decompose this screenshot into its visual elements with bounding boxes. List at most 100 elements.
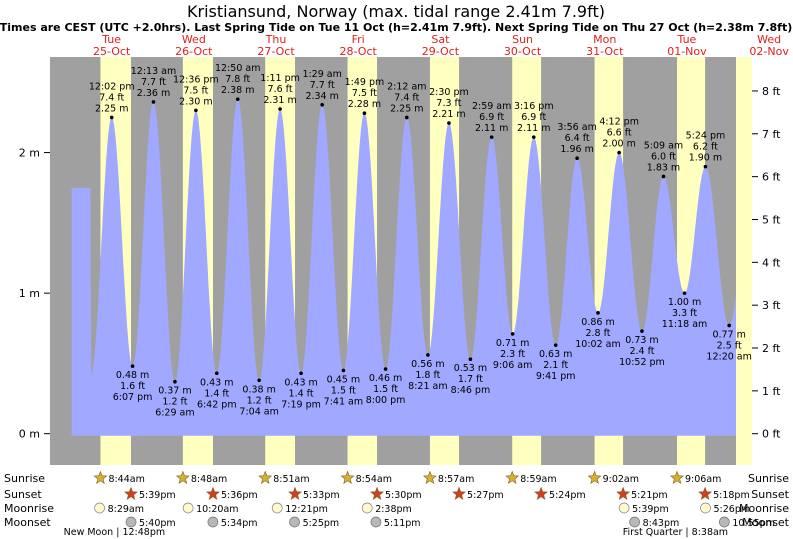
- row-label-left-moonrise: Moonrise: [4, 502, 54, 515]
- day-name: Sat: [431, 33, 450, 46]
- moonset-time: 5:25pm: [303, 518, 340, 529]
- sunrise-time: 9:02am: [603, 474, 639, 485]
- tide-area: [71, 99, 736, 436]
- high-tide-marker: [278, 107, 282, 111]
- low-tide-metres: 0.56 m: [411, 359, 444, 370]
- chart-subtitle: Times are CEST (UTC +2.0hrs). Last Sprin…: [0, 21, 792, 34]
- low-tide-marker: [257, 378, 261, 383]
- high-tide-feet: 6.0 ft: [651, 151, 676, 162]
- moonrise-icon: [618, 502, 630, 514]
- moonset-time: 5:11pm: [384, 518, 421, 529]
- moonrise-time: 10:20am: [196, 504, 238, 515]
- high-tide-feet: 7.5 ft: [352, 88, 377, 99]
- high-tide-marker: [194, 108, 198, 113]
- row-label-right-sunrise: Sunrise: [748, 472, 789, 485]
- sunset-time: 5:33pm: [303, 490, 340, 501]
- low-tide-metres: 0.45 m: [327, 374, 360, 385]
- high-tide-feet: 7.4 ft: [99, 92, 124, 103]
- low-tide-feet: 1.8 ft: [415, 370, 440, 381]
- low-tide-time: 9:41 pm: [536, 371, 576, 382]
- high-tide-time: 3:56 am: [557, 122, 596, 133]
- day-date: 02-Nov: [749, 45, 789, 58]
- row-label-right-moonrise: Moonrise: [739, 502, 789, 515]
- sunset-time: 5:27pm: [467, 490, 504, 501]
- right-axis-label: 4 ft: [762, 256, 781, 269]
- day-date: 30-Oct: [504, 45, 542, 58]
- sunrise-time: 8:54am: [356, 474, 392, 485]
- high-tide-time: 4:12 pm: [599, 117, 639, 128]
- right-axis-label: 5 ft: [762, 213, 781, 226]
- day-labels: Tue25-OctWed26-OctThu27-OctFri28-OctSat2…: [93, 33, 789, 58]
- moonrise-icon: [361, 502, 373, 514]
- sunset-time: 5:18pm: [713, 490, 750, 501]
- low-tide-time: 6:29 am: [155, 408, 194, 419]
- high-tide-metres: 1.96 m: [560, 144, 593, 155]
- low-tide-feet: 1.4 ft: [289, 388, 314, 399]
- row-label-right-sunset: Sunset: [751, 488, 789, 501]
- moonrise-time: 8:29am: [108, 504, 144, 515]
- low-tide-marker: [640, 329, 644, 333]
- high-tide-metres: 2.25 m: [390, 103, 423, 114]
- day-name: Tue: [101, 33, 121, 46]
- low-tide-feet: 3.3 ft: [672, 308, 697, 319]
- low-tide-time: 12:20 am: [706, 351, 751, 362]
- chart-title: Kristiansund, Norway (max. tidal range 2…: [187, 2, 605, 21]
- sunrise-icon: [258, 470, 273, 484]
- day-date: 01-Nov: [667, 45, 707, 58]
- low-tide-feet: 1.4 ft: [204, 388, 229, 399]
- moonset-time: 8:43pm: [643, 518, 680, 529]
- high-tide-time: 12:02 pm: [89, 81, 135, 92]
- high-tide-metres: 2.11 m: [475, 123, 508, 134]
- high-tide-metres: 2.31 m: [263, 95, 296, 106]
- low-tide-feet: 1.5 ft: [373, 384, 398, 395]
- left-axis-label: 1 m: [19, 287, 40, 300]
- high-tide-time: 12:50 am: [215, 63, 260, 74]
- moonrise-icon: [271, 502, 283, 514]
- low-tide-marker: [510, 332, 515, 336]
- moon-phase-label: New Moon | 12:48pm: [64, 527, 166, 538]
- moonrise-time: 2:38pm: [375, 504, 412, 515]
- right-axis-label: 1 ft: [762, 385, 781, 398]
- moonset-icon: [207, 516, 219, 528]
- sunrise-time: 8:59am: [520, 474, 556, 485]
- low-tide-marker: [553, 343, 558, 347]
- day-name: Fri: [352, 33, 365, 46]
- right-axis-label: 0 ft: [762, 428, 781, 441]
- high-tide-metres: 2.11 m: [517, 123, 550, 134]
- sunset-time: 5:21pm: [631, 490, 668, 501]
- low-tide-time: 8:00 pm: [366, 395, 406, 406]
- day-date: 25-Oct: [93, 45, 131, 58]
- high-tide-time: 3:16 pm: [514, 101, 554, 112]
- low-tide-marker: [468, 357, 473, 362]
- low-tide-feet: 1.2 ft: [162, 397, 187, 408]
- moonrise-icon: [182, 502, 194, 514]
- sunrise-time: 8:57am: [438, 474, 474, 485]
- low-tide-metres: 0.43 m: [284, 377, 317, 388]
- high-tide-metres: 2.38 m: [221, 85, 254, 96]
- low-tide-metres: 0.71 m: [496, 338, 529, 349]
- high-tide-time: 1:49 pm: [345, 77, 385, 88]
- moonrise-icon: [700, 502, 711, 514]
- high-tide-metres: 2.00 m: [602, 139, 635, 150]
- sunset-icon: [288, 486, 302, 500]
- low-tide-metres: 0.37 m: [158, 386, 191, 397]
- sunrise-icon: [587, 470, 602, 484]
- high-tide-feet: 7.7 ft: [141, 77, 166, 88]
- sunset-time: 5:24pm: [549, 490, 586, 501]
- low-tide-time: 10:02 am: [575, 339, 620, 350]
- high-tide-time: 2:30 pm: [429, 87, 469, 98]
- low-tide-metres: 0.46 m: [369, 373, 402, 384]
- moonset-time: 5:40pm: [139, 518, 176, 529]
- low-tide-metres: 0.43 m: [200, 377, 233, 388]
- low-tide-marker: [426, 353, 430, 357]
- sunset-icon: [124, 486, 138, 500]
- high-tide-metres: 2.21 m: [432, 109, 465, 120]
- sunset-icon: [698, 486, 713, 500]
- left-axis-label: 0 m: [19, 428, 40, 441]
- low-tide-feet: 2.4 ft: [629, 346, 654, 357]
- sunset-time: 5:36pm: [221, 490, 258, 501]
- moonset-icon: [629, 516, 640, 528]
- high-tide-metres: 2.34 m: [305, 91, 338, 102]
- high-tide-time: 12:36 pm: [173, 74, 219, 85]
